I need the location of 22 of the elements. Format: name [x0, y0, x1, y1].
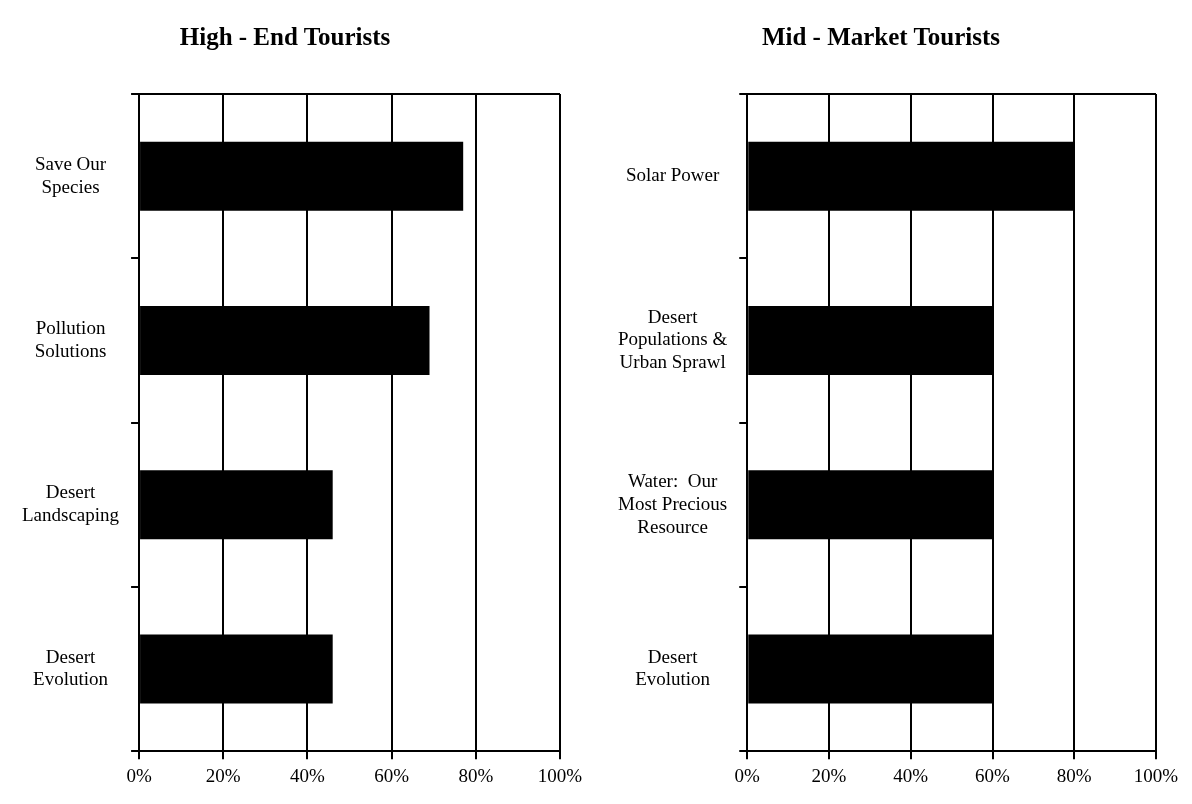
y-tick-label: Desert Evolution — [635, 645, 711, 690]
y-tick-label: Desert Evolution — [33, 645, 109, 690]
y-tick-label: Save Our Species — [34, 152, 107, 197]
x-tick-label: 60% — [975, 764, 1011, 786]
x-tick-label: 80% — [458, 764, 494, 786]
y-tick-label: Solar Power — [625, 164, 720, 186]
x-tick-label: 0% — [126, 764, 152, 786]
x-tick-label: 60% — [374, 764, 410, 786]
y-tick-label: Pollution Solutions — [34, 317, 107, 361]
chart-title: High - End Tourists — [179, 23, 391, 51]
x-tick-label: 20% — [811, 764, 847, 786]
x-tick-label: 0% — [734, 764, 761, 786]
x-tick-label: 40% — [290, 764, 326, 786]
x-tick-label: 80% — [1056, 764, 1092, 786]
x-tick-label: 20% — [205, 764, 241, 786]
x-tick-label: 40% — [893, 764, 929, 786]
chart-title: Mid - Market Tourists — [761, 23, 1001, 51]
x-tick-label: 100% — [537, 764, 583, 786]
y-tick-label: Desert Landscaping — [22, 481, 120, 526]
x-tick-label: 100% — [1133, 764, 1179, 786]
y-tick-label: Desert Populations & Urban Sprawl — [618, 305, 728, 373]
y-tick-label: Water: Our Most Precious Resource — [618, 469, 728, 537]
